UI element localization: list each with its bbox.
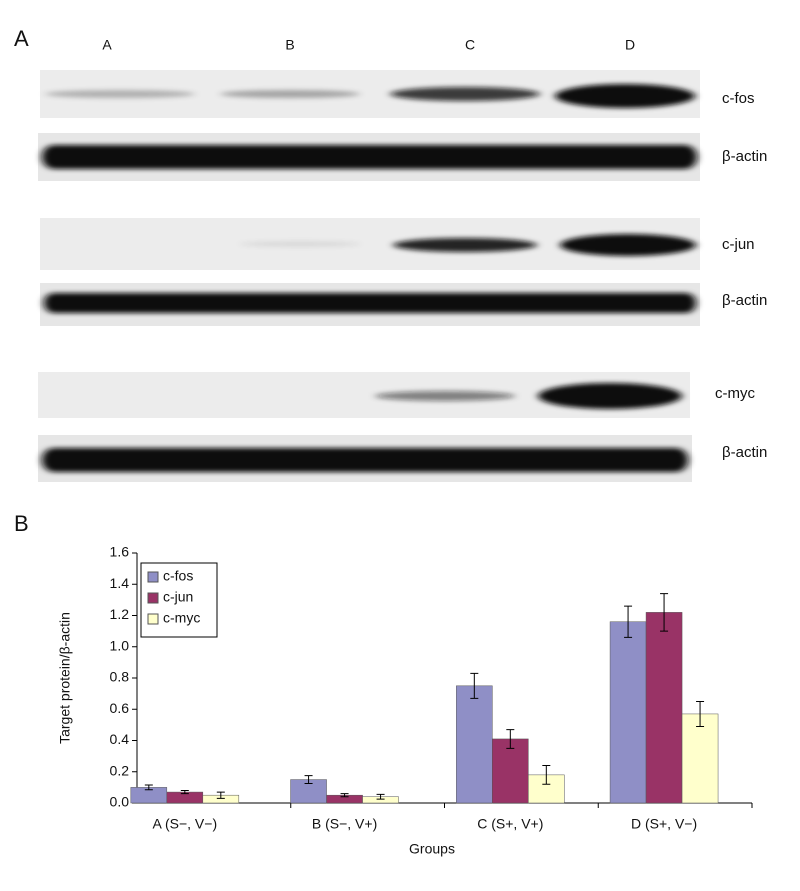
bar — [492, 738, 529, 804]
error-bar — [506, 729, 515, 749]
blot-c-jun — [40, 218, 700, 270]
x-tick-label: D (S+, V−) — [631, 816, 697, 832]
y-tick-label: 0.2 — [110, 762, 130, 778]
lane-label: A — [102, 37, 112, 53]
blot-label: β-actin — [722, 148, 767, 165]
bar — [681, 713, 719, 804]
y-tick-label: 0.4 — [110, 731, 130, 747]
lane-label: C — [465, 37, 475, 53]
y-tick-label: 1.0 — [110, 637, 130, 653]
bar — [645, 612, 683, 804]
y-tick-label: 1.2 — [110, 606, 130, 622]
blot-label: c-fos — [722, 90, 755, 107]
y-tick-label: 0.6 — [110, 700, 130, 716]
blot-label: β-actin — [722, 444, 767, 461]
error-bar — [216, 791, 225, 799]
error-bar — [376, 793, 385, 800]
y-tick-label: 1.6 — [110, 544, 130, 560]
y-axis-title: Target protein/β-actin — [57, 612, 73, 744]
panel-label: B — [14, 511, 29, 536]
legend-label: c-fos — [163, 568, 193, 584]
blot-label: c-myc — [715, 385, 755, 402]
lane-label: B — [285, 37, 294, 53]
legend-label: c-myc — [163, 610, 200, 626]
error-bar — [470, 672, 479, 699]
legend-label: c-jun — [163, 589, 193, 605]
x-tick-label: B (S−, V+) — [312, 816, 377, 832]
error-bar — [660, 593, 669, 632]
blot-c-fos — [40, 70, 700, 118]
error-bar — [304, 775, 313, 784]
bar — [609, 621, 647, 804]
blot-label: β-actin — [722, 292, 767, 309]
x-tick-label: C (S+, V+) — [477, 816, 543, 832]
panel-label: A — [14, 26, 29, 51]
blot-label: c-jun — [722, 236, 755, 253]
error-bar — [340, 793, 349, 798]
error-bar — [180, 790, 189, 795]
error-bar — [624, 605, 633, 638]
bar — [456, 685, 493, 804]
blot-actin — [38, 435, 692, 482]
error-bar — [542, 765, 551, 785]
y-tick-label: 0.0 — [110, 794, 130, 810]
blot-c-myc — [38, 372, 690, 418]
blot-actin — [40, 283, 700, 326]
x-axis-title: Groups — [409, 841, 455, 857]
legend-swatch — [147, 571, 159, 583]
legend-swatch — [147, 613, 159, 625]
error-bar — [696, 700, 705, 727]
error-bar — [144, 784, 153, 791]
lane-label: D — [625, 37, 635, 53]
y-tick-label: 0.8 — [110, 669, 130, 685]
x-tick-label: A (S−, V−) — [153, 816, 218, 832]
blot-actin — [38, 133, 700, 181]
y-tick-label: 1.4 — [110, 575, 130, 591]
legend-swatch — [147, 592, 159, 604]
